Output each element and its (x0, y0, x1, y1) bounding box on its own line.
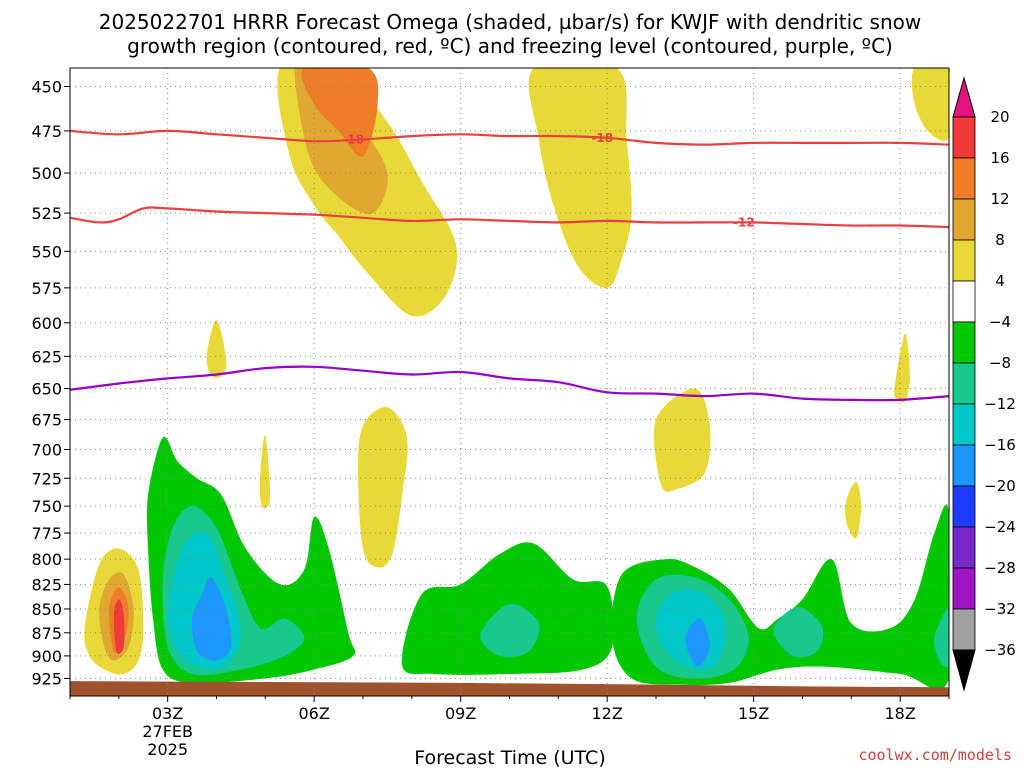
colorbar-segment-10 (952, 526, 976, 569)
colorbar-label-12: −32 (984, 600, 1016, 618)
contour-label-dgz_minus18-1: -18 (591, 131, 613, 145)
colorbar-label-8: −16 (984, 436, 1016, 454)
y-tick-label-13: 775 (31, 524, 62, 543)
contour-label-dgz_minus18-0: -18 (342, 132, 364, 146)
y-tick-label-14: 800 (31, 550, 62, 569)
contour-layer: -18 -18 -12 (70, 129, 949, 402)
omega-region-10 (259, 434, 271, 509)
x-tick-label-4: 15Z (738, 704, 769, 723)
contour-dgz_minus18 (70, 129, 949, 146)
y-axis: 450 475 500 525 550 575 600 625 650 675 700 725 750 7… (31, 77, 70, 688)
contour-dgz_minus12 (70, 206, 949, 229)
omega-region-24 (933, 608, 949, 668)
colorbar-segment-2 (952, 198, 976, 241)
omega-region-4 (911, 68, 949, 142)
colorbar-bottom-arrow (952, 649, 976, 692)
x-tick-year-0: 2025 (147, 740, 188, 759)
colorbar-segment-0 (952, 116, 976, 159)
colorbar: 20 16 12 8 4 −4 −8 −12 −16 −20 −24 −28 −32 −36 (952, 76, 1016, 692)
omega-region-8 (894, 333, 910, 403)
y-tick-label-7: 625 (31, 347, 62, 366)
colorbar-segment-4 (952, 280, 976, 323)
x-tick-label-2: 09Z (445, 704, 476, 723)
colorbar-segment-6 (952, 362, 976, 405)
y-tick-label-0: 450 (31, 77, 62, 96)
credit-text[interactable]: coolwx.com/models (858, 746, 1012, 764)
y-tick-label-8: 650 (31, 380, 62, 399)
colorbar-label-11: −28 (984, 559, 1016, 577)
omega-region-6 (358, 407, 408, 568)
y-tick-label-15: 825 (31, 575, 62, 594)
x-tick-label-0: 03Z (152, 704, 183, 723)
x-tick-label-5: 18Z (885, 704, 916, 723)
colorbar-segment-9 (952, 485, 976, 528)
omega-region-9 (845, 481, 862, 539)
colorbar-label-13: −36 (984, 641, 1016, 659)
colorbar-segment-7 (952, 403, 976, 446)
y-tick-label-2: 500 (31, 164, 62, 183)
colorbar-segment-3 (952, 239, 976, 282)
y-tick-label-10: 700 (31, 440, 62, 459)
omega-region-20 (480, 603, 540, 657)
x-tick-label-3: 12Z (592, 704, 623, 723)
colorbar-label-5: −4 (989, 313, 1011, 331)
y-tick-label-3: 525 (31, 204, 62, 223)
y-tick-label-9: 675 (31, 411, 62, 430)
chart-title-line-2: growth region (contoured, red, ºC) and f… (127, 34, 893, 58)
y-tick-label-5: 575 (31, 279, 62, 298)
colorbar-label-2: 12 (990, 190, 1009, 208)
colorbar-label-9: −20 (984, 477, 1016, 495)
omega-region-2 (301, 68, 379, 157)
x-axis-label: Forecast Time (UTC) (414, 747, 605, 768)
omega-region-26 (685, 618, 710, 667)
y-tick-label-12: 750 (31, 497, 62, 516)
chart-title-line-1: 2025022701 HRRR Forecast Omega (shaded, … (99, 10, 921, 34)
colorbar-segment-1 (952, 157, 976, 200)
colorbar-top-arrow (952, 76, 976, 118)
omega-region-14 (113, 599, 125, 654)
colorbar-label-7: −12 (984, 395, 1016, 413)
y-tick-label-17: 875 (31, 624, 62, 643)
y-tick-label-1: 475 (31, 122, 62, 141)
omega-region-7 (653, 388, 711, 492)
omega-region-3 (528, 68, 632, 288)
omega-region-18 (191, 577, 232, 661)
omega-region-23 (773, 606, 824, 658)
contour-freezing_level (70, 365, 949, 402)
ground-band (70, 681, 949, 696)
colorbar-segment-5 (952, 321, 976, 364)
y-tick-label-4: 550 (31, 242, 62, 261)
colorbar-segment-12 (952, 608, 976, 651)
y-tick-label-18: 900 (31, 647, 62, 666)
y-tick-label-16: 850 (31, 600, 62, 619)
contour-label-dgz_minus12-0: -12 (733, 215, 755, 229)
colorbar-label-3: 8 (995, 231, 1005, 249)
y-tick-label-11: 725 (31, 469, 62, 488)
colorbar-segment-11 (952, 567, 976, 610)
colorbar-segment-8 (952, 444, 976, 487)
y-tick-label-6: 600 (31, 314, 62, 333)
colorbar-label-10: −24 (984, 518, 1016, 536)
colorbar-label-1: 16 (990, 149, 1009, 167)
omega-region-5 (206, 320, 227, 379)
x-tick-date-0: 27FEB (142, 722, 193, 741)
terrain-layer (70, 681, 949, 696)
colorbar-label-4: 4 (995, 272, 1005, 290)
colorbar-label-6: −8 (989, 354, 1011, 372)
x-tick-label-1: 06Z (299, 704, 330, 723)
colorbar-label-0: 20 (990, 108, 1009, 126)
y-tick-label-19: 925 (31, 669, 62, 688)
